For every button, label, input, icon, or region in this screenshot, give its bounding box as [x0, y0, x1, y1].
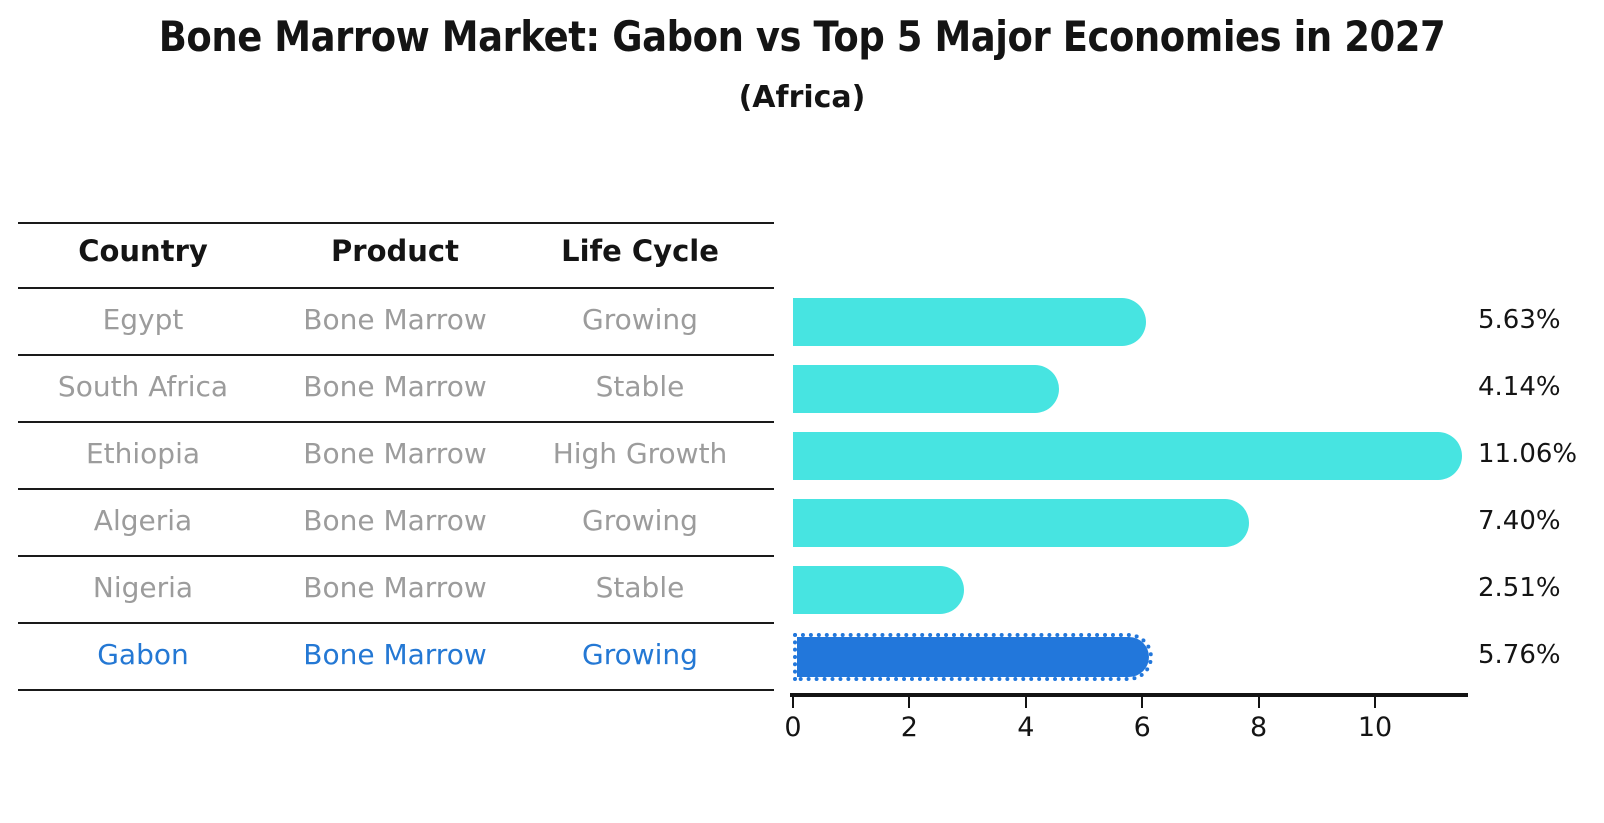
table-cell-country: Egypt	[102, 302, 184, 336]
table-cell-lifecycle: Growing	[582, 637, 698, 671]
table-horizontal-line	[18, 488, 774, 490]
table-cell-product: Bone Marrow	[303, 503, 487, 537]
x-axis-line	[790, 693, 1468, 697]
chart-title: Bone Marrow Market: Gabon vs Top 5 Major…	[158, 12, 1446, 61]
table-header-product: Product	[331, 234, 459, 268]
bar-gabon	[793, 632, 1154, 681]
bar-value-label: 5.76%	[1478, 639, 1561, 670]
table-cell-country: Nigeria	[92, 570, 194, 604]
table-cell-country: Gabon	[97, 637, 189, 671]
x-axis-tick	[1374, 697, 1376, 708]
table-header-lifecycle: Life Cycle	[561, 234, 719, 268]
table-horizontal-line	[18, 287, 774, 289]
chart-subtitle: (Africa)	[738, 80, 866, 115]
bar-ethiopia	[793, 431, 1462, 480]
table-cell-country: Ethiopia	[85, 436, 201, 470]
table-cell-country: Algeria	[93, 503, 193, 537]
bar-egypt	[793, 297, 1146, 346]
table-cell-product: Bone Marrow	[303, 369, 487, 403]
table-cell-lifecycle: Stable	[595, 369, 685, 403]
x-axis-tick	[1141, 697, 1144, 708]
x-axis-tick	[1024, 697, 1027, 708]
table-cell-product: Bone Marrow	[303, 302, 487, 336]
table-horizontal-line	[18, 689, 774, 691]
bar-nigeria	[793, 565, 965, 614]
bar-value-label: 11.06%	[1478, 438, 1578, 469]
table-header-country: Country	[78, 234, 208, 268]
bar-algeria	[793, 498, 1249, 547]
table-cell-product: Bone Marrow	[303, 637, 487, 671]
x-axis-tick-label: 0	[784, 712, 802, 743]
x-axis-tick-label: 2	[900, 712, 918, 743]
table-cell-lifecycle: Stable	[595, 570, 685, 604]
bar-value-label: 2.51%	[1478, 572, 1561, 603]
table-horizontal-line	[18, 555, 774, 557]
bar-value-label: 4.14%	[1478, 371, 1561, 402]
table-cell-lifecycle: High Growth	[552, 436, 728, 470]
table-horizontal-line	[18, 354, 774, 356]
x-axis-tick-label: 4	[1017, 712, 1035, 743]
bar-value-label: 7.40%	[1478, 505, 1561, 536]
x-axis-tick	[1257, 697, 1260, 708]
x-axis-tick-label: 8	[1250, 712, 1268, 743]
table-cell-lifecycle: Growing	[582, 302, 698, 336]
bar-south-africa	[793, 364, 1059, 413]
table-cell-product: Bone Marrow	[303, 570, 487, 604]
x-axis-tick-label: 10	[1357, 712, 1393, 743]
table-cell-country: South Africa	[57, 369, 229, 403]
x-axis-tick	[908, 697, 911, 708]
table-cell-product: Bone Marrow	[303, 436, 487, 470]
table-horizontal-line	[18, 421, 774, 423]
x-axis-tick	[792, 697, 794, 708]
table-horizontal-line	[18, 222, 774, 224]
bar-value-label: 5.63%	[1478, 304, 1561, 335]
table-horizontal-line	[18, 622, 774, 624]
table-cell-lifecycle: Growing	[582, 503, 698, 537]
x-axis-tick-label: 6	[1133, 712, 1151, 743]
